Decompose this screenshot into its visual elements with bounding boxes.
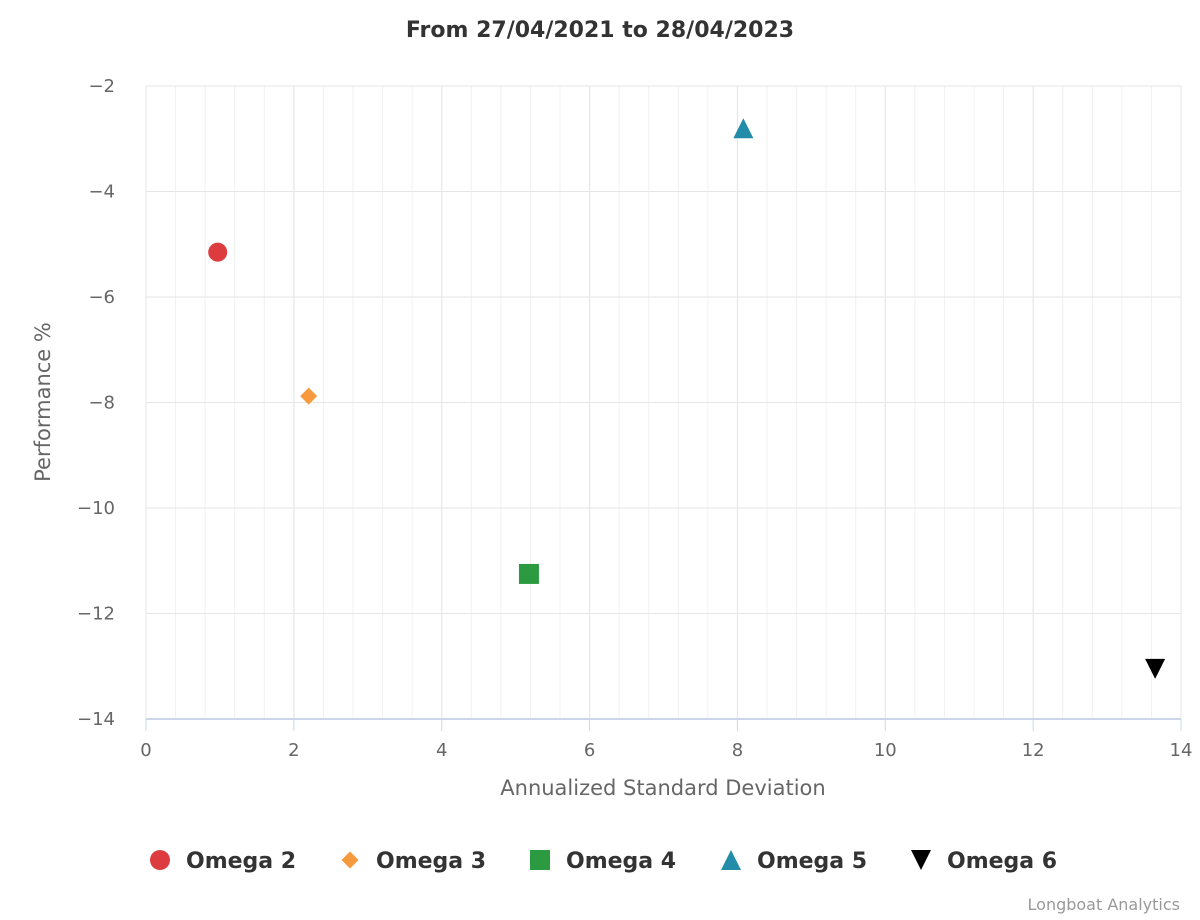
x-axis-title: Annualized Standard Deviation xyxy=(500,776,825,800)
legend-marker-omega-3[interactable] xyxy=(341,851,359,869)
point-omega-2[interactable] xyxy=(207,241,229,263)
point-omega-3[interactable] xyxy=(300,387,318,405)
legend-marker-omega-2[interactable] xyxy=(150,850,170,870)
legend-marker-omega-6[interactable] xyxy=(911,850,931,870)
x-tick-label: 8 xyxy=(732,740,743,761)
legend-item-omega-3[interactable]: Omega 3 xyxy=(341,849,487,874)
x-tick-label: 14 xyxy=(1170,740,1193,761)
x-tick-label: 6 xyxy=(584,740,595,761)
credits-label[interactable]: Longboat Analytics xyxy=(1028,895,1180,914)
x-tick-label: 12 xyxy=(1022,740,1045,761)
legend-label: Omega 4 xyxy=(566,849,676,874)
legend-marker-omega-4[interactable] xyxy=(530,850,550,870)
legend-item-omega-6[interactable]: Omega 6 xyxy=(911,849,1057,874)
y-tick-label: −4 xyxy=(88,182,115,203)
y-tick-label: −6 xyxy=(88,287,115,308)
point-omega-6[interactable] xyxy=(1145,658,1166,679)
legend-label: Omega 3 xyxy=(376,849,486,874)
legend-marker-omega-5[interactable] xyxy=(721,850,741,870)
x-tick-label: 10 xyxy=(874,740,897,761)
legend: Omega 2 Omega 3 Omega 4 Omega 5 Omega 6 xyxy=(150,849,1057,874)
axes: −14 −12 −10 −8 −6 −4 −2 0 2 4 6 8 10 12 14 xyxy=(77,76,1192,761)
grid xyxy=(145,85,1182,720)
legend-label: Omega 6 xyxy=(947,849,1057,874)
y-axis-title: Performance % xyxy=(31,322,55,482)
y-tick-label: −12 xyxy=(77,604,115,625)
legend-item-omega-4[interactable]: Omega 4 xyxy=(530,849,676,874)
x-tick-label: 4 xyxy=(436,740,447,761)
y-tick-label: −14 xyxy=(77,709,115,730)
x-tick-label: 2 xyxy=(288,740,299,761)
point-omega-5[interactable] xyxy=(733,118,754,139)
legend-item-omega-2[interactable]: Omega 2 xyxy=(150,849,296,874)
chart-title: From 27/04/2021 to 28/04/2023 xyxy=(406,18,794,43)
x-tick-label: 0 xyxy=(140,740,151,761)
data-points xyxy=(207,118,1166,679)
y-tick-label: −2 xyxy=(88,76,115,97)
legend-label: Omega 5 xyxy=(757,849,867,874)
legend-item-omega-5[interactable]: Omega 5 xyxy=(721,849,867,874)
point-omega-4[interactable] xyxy=(518,563,539,584)
y-tick-label: −10 xyxy=(77,498,115,519)
legend-label: Omega 2 xyxy=(186,849,296,874)
y-tick-label: −8 xyxy=(88,393,115,414)
